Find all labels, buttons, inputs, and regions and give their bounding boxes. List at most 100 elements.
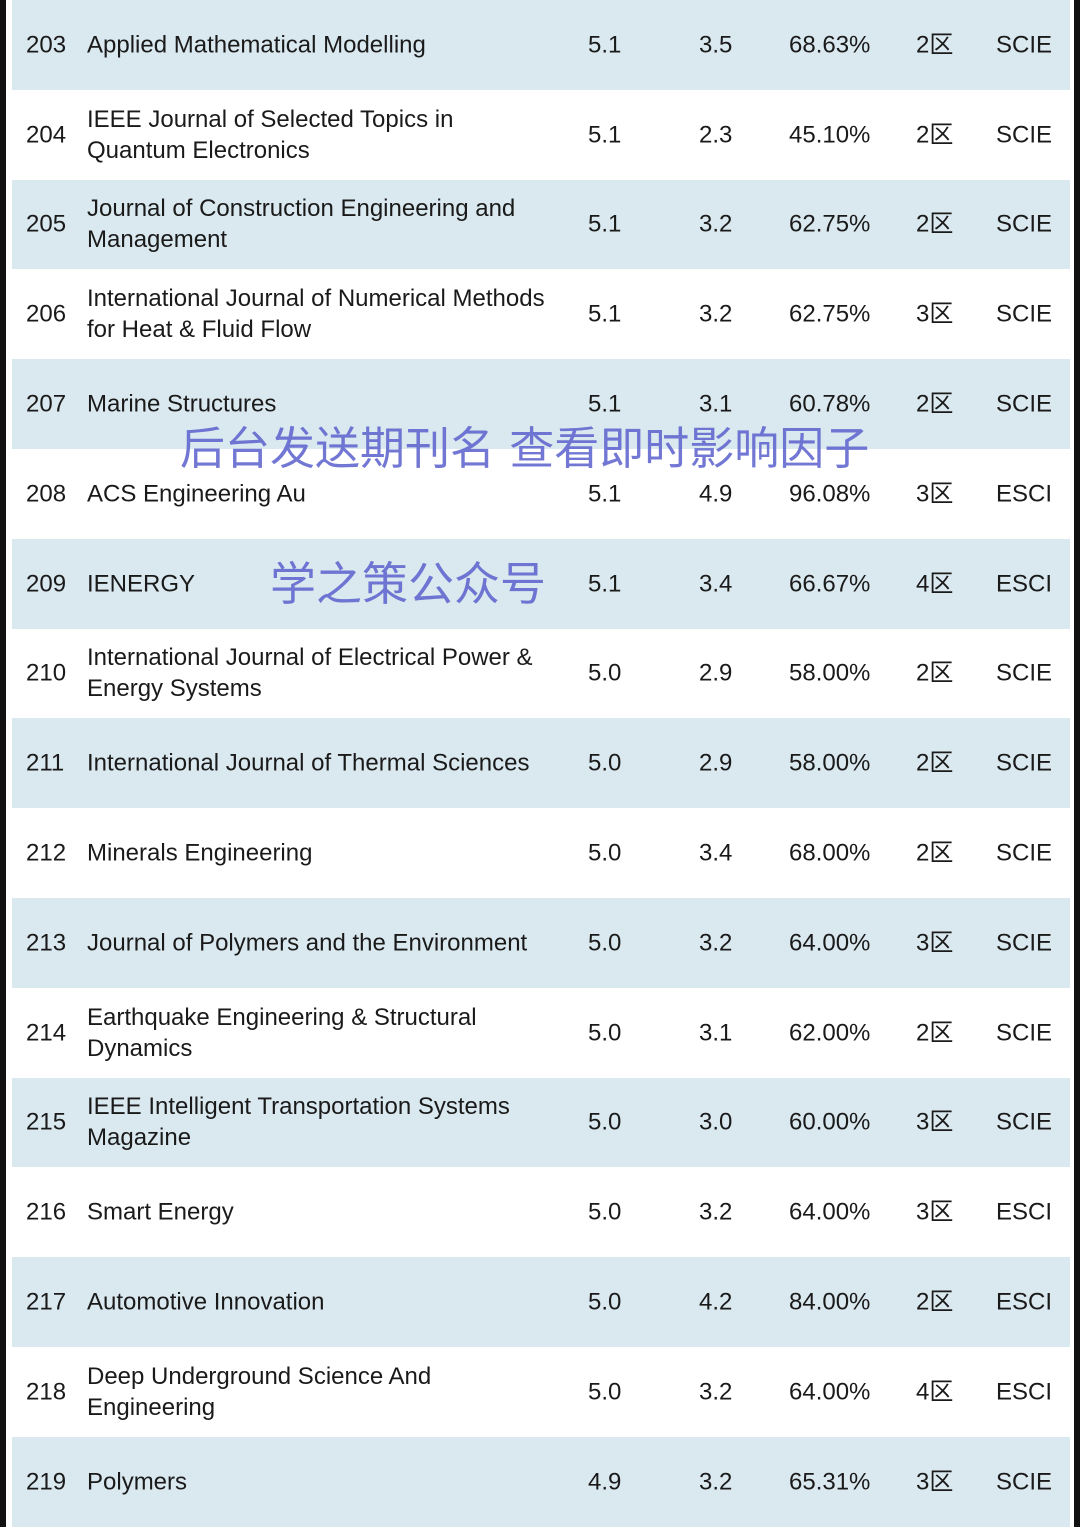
zone-cell: 2区 <box>916 210 954 238</box>
journal-name-cell: IEEE Journal of Selected Topics in Quant… <box>87 105 454 164</box>
rank-cell: 212 <box>26 839 67 867</box>
impact-factor-cell: 5.0 <box>588 929 622 957</box>
impact-factor-cell: 5.0 <box>588 1019 622 1047</box>
zone-cell: 3区 <box>916 929 954 957</box>
watermark-bottom: 后台发送期刊名 查看即时影响因子 <box>180 422 870 475</box>
journal-name-cell: IEEE Intelligent Transportation Systems … <box>87 1093 510 1152</box>
table-row: 208 ACS Engineering Au 5.1 4.9 96.08% 3区 ESCI <box>12 449 1070 539</box>
percent-cell: 45.10% <box>789 121 871 149</box>
index-cell: SCIE <box>996 1108 1053 1136</box>
journal-name-cell: Minerals Engineering <box>87 839 313 867</box>
impact-factor-cell: 4.9 <box>588 1468 622 1496</box>
table-row: 210 International Journal of Electrical P… <box>12 629 1070 719</box>
percent-cell: 60.00% <box>789 1108 871 1136</box>
rank-cell: 211 <box>26 749 65 777</box>
table-row: 203 Applied Mathematical Modelling 5.1 3.5 6… <box>12 0 1070 90</box>
zone-cell: 4区 <box>916 570 954 598</box>
left-border <box>0 0 6 1527</box>
index-cell: SCIE <box>996 749 1053 777</box>
table-row: 214 Earthquake Engineering & Structural D… <box>12 988 1070 1078</box>
zone-cell: 2区 <box>916 390 954 418</box>
value-cell: 3.2 <box>699 300 733 328</box>
value-cell: 3.4 <box>699 570 733 598</box>
zone-cell: 3区 <box>916 1468 954 1496</box>
percent-cell: 62.00% <box>789 1019 871 1047</box>
value-cell: 4.2 <box>699 1288 733 1316</box>
percent-cell: 62.75% <box>789 210 871 238</box>
journal-name-cell: IENERGY <box>87 570 196 598</box>
index-cell: ESCI <box>996 1288 1053 1316</box>
journal-name-cell: International Journal of Thermal Science… <box>87 749 530 777</box>
value-cell: 2.9 <box>699 749 733 777</box>
percent-cell: 60.78% <box>789 390 871 418</box>
rank-cell: 209 <box>26 570 67 598</box>
journal-name-cell: Smart Energy <box>87 1198 234 1226</box>
percent-cell: 58.00% <box>789 659 871 687</box>
rank-cell: 215 <box>26 1108 67 1136</box>
rank-cell: 208 <box>26 480 67 508</box>
rank-cell: 217 <box>26 1288 67 1316</box>
rank-cell: 206 <box>26 300 67 328</box>
value-cell: 3.4 <box>699 839 733 867</box>
percent-cell: 96.08% <box>789 480 871 508</box>
journal-name-cell: Applied Mathematical Modelling <box>87 31 426 59</box>
percent-cell: 84.00% <box>789 1288 871 1316</box>
index-cell: SCIE <box>996 659 1053 687</box>
table-row: 207 Marine Structures 5.1 3.1 60.78% 2区 SCIE <box>12 359 1070 449</box>
right-border <box>1074 0 1080 1527</box>
table-row: 216 Smart Energy 5.0 3.2 64.00% 3区 ESCI <box>12 1167 1070 1257</box>
zone-cell: 2区 <box>916 1019 954 1047</box>
impact-factor-cell: 5.1 <box>588 300 622 328</box>
impact-factor-cell: 5.0 <box>588 839 622 867</box>
value-cell: 2.3 <box>699 121 733 149</box>
zone-cell: 3区 <box>916 480 954 508</box>
rank-cell: 213 <box>26 929 67 957</box>
value-cell: 3.1 <box>699 1019 733 1047</box>
value-cell: 3.2 <box>699 1198 733 1226</box>
zone-cell: 2区 <box>916 749 954 777</box>
value-cell: 3.2 <box>699 1378 733 1406</box>
value-cell: 3.2 <box>699 1468 733 1496</box>
impact-factor-cell: 5.1 <box>588 570 622 598</box>
index-cell: ESCI <box>996 1378 1053 1406</box>
rank-cell: 219 <box>26 1468 67 1496</box>
journal-name-cell: International Journal of Electrical Powe… <box>87 644 533 703</box>
zone-cell: 2区 <box>916 121 954 149</box>
impact-factor-cell: 5.0 <box>588 1108 622 1136</box>
zone-cell: 2区 <box>916 31 954 59</box>
zone-cell: 2区 <box>916 659 954 687</box>
index-cell: SCIE <box>996 300 1053 328</box>
rank-cell: 216 <box>26 1198 67 1226</box>
value-cell: 3.1 <box>699 390 733 418</box>
journal-name-cell: Journal of Polymers and the Environment <box>87 929 528 957</box>
index-cell: SCIE <box>996 929 1053 957</box>
value-cell: 3.2 <box>699 210 733 238</box>
rank-cell: 203 <box>26 31 67 59</box>
rank-cell: 218 <box>26 1378 67 1406</box>
value-cell: 3.2 <box>699 929 733 957</box>
journal-name-cell: Earthquake Engineering & Structural Dyna… <box>87 1003 477 1062</box>
table-row: 218 Deep Underground Science And Engineer… <box>12 1347 1070 1437</box>
impact-factor-cell: 5.0 <box>588 659 622 687</box>
journal-table: 203 Applied Mathematical Modelling 5.1 3.5 6… <box>12 0 1070 1527</box>
percent-cell: 58.00% <box>789 749 871 777</box>
index-cell: SCIE <box>996 121 1053 149</box>
zone-cell: 3区 <box>916 1198 954 1226</box>
zone-cell: 3区 <box>916 300 954 328</box>
journal-name-cell: Deep Underground Science And Engineering <box>87 1362 432 1421</box>
table-row: 213 Journal of Polymers and the Environme… <box>12 897 1070 988</box>
index-cell: SCIE <box>996 390 1053 418</box>
impact-factor-cell: 5.1 <box>588 390 622 418</box>
watermark-top: 学之策公众号 <box>270 557 546 611</box>
percent-cell: 62.75% <box>789 300 871 328</box>
value-cell: 2.9 <box>699 659 733 687</box>
table-row: 212 Minerals Engineering 5.0 3.4 68.00% 2区 SCI… <box>12 808 1070 898</box>
journal-name-cell: Polymers <box>87 1468 188 1496</box>
table-row: 211 International Journal of Thermal Scie… <box>12 718 1070 809</box>
impact-factor-cell: 5.0 <box>588 1288 622 1316</box>
table-row: 205 Journal of Construction Engineering a… <box>12 179 1070 270</box>
index-cell: ESCI <box>996 570 1053 598</box>
table-row: 209 IENERGY 5.1 3.4 66.67% 4区 ESCI <box>12 538 1070 629</box>
table-row: 206 International Journal of Numerical Me… <box>12 269 1070 359</box>
journal-name-cell: International Journal of Numerical Metho… <box>87 285 545 344</box>
